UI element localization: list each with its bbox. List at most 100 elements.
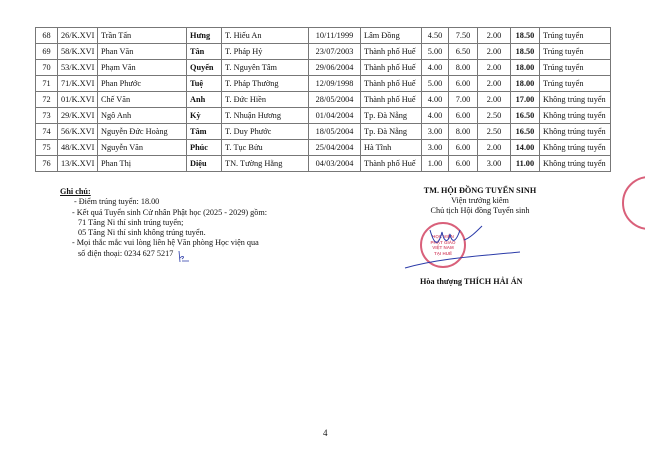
- table-cell: 76: [35, 155, 58, 172]
- table-row: 71 71/K.XVI Phan Phước Tuệ T. Pháp Thường 12/…: [35, 75, 611, 92]
- page-number: 4: [323, 428, 328, 438]
- table-cell: 48/K.XVI: [57, 139, 98, 156]
- table-cell: 04/03/2004: [308, 155, 361, 172]
- table-cell: 2.50: [477, 107, 511, 124]
- table-cell: 71: [35, 75, 58, 92]
- table-cell: Thành phố Huế: [360, 59, 422, 76]
- table-cell: Kỳ: [186, 107, 222, 124]
- table-cell: 6.00: [448, 139, 478, 156]
- table-cell: 56/K.XVI: [57, 123, 98, 140]
- table-cell: Phan Phước: [97, 75, 187, 92]
- table-row: 73 29/K.XVI Ngô Anh Kỳ T. Nhuận Hương 01/04/2…: [35, 107, 611, 124]
- table-cell: Trúng tuyển: [539, 43, 611, 60]
- table-cell: Chế Văn: [97, 91, 187, 108]
- table-cell: Không trúng tuyển: [539, 107, 611, 124]
- table-cell: Trần Tấn: [97, 27, 187, 44]
- table-cell: 74: [35, 123, 58, 140]
- table-cell: 8.00: [448, 123, 478, 140]
- table-cell: 4.00: [421, 91, 449, 108]
- notes: Ghi chú: - Điểm trúng tuyển: 18.00 - Kết…: [60, 187, 267, 259]
- table-row: 69 58/K.XVI Phan Văn Tân T. Pháp Hỷ 23/07/200…: [35, 43, 611, 60]
- table-cell: 18.00: [510, 75, 540, 92]
- table-cell: Thành phố Huế: [360, 155, 422, 172]
- table-cell: 3.00: [421, 123, 449, 140]
- table-cell: 68: [35, 27, 58, 44]
- table-cell: 53/K.XVI: [57, 59, 98, 76]
- signer-name: Hòa thượng THÍCH HẢI ÁN: [420, 277, 523, 286]
- table-cell: T. Pháp Hỷ: [221, 43, 309, 60]
- table-cell: 2.50: [477, 123, 511, 140]
- table-cell: 3.00: [477, 155, 511, 172]
- table-cell: T. Nhuận Hương: [221, 107, 309, 124]
- results-table: 68 26/K.XVI Trần Tấn Hưng T. Hiếu An 10/11/19…: [35, 27, 611, 172]
- table-cell: Tp. Đà Nẵng: [360, 123, 422, 140]
- table-cell: 13/K.XVI: [57, 155, 98, 172]
- table-cell: 4.00: [421, 59, 449, 76]
- table-cell: 18/05/2004: [308, 123, 361, 140]
- table-cell: 6.00: [448, 75, 478, 92]
- table-cell: Phan Văn: [97, 43, 187, 60]
- table-cell: 6.50: [448, 43, 478, 60]
- table-cell: 70: [35, 59, 58, 76]
- note-line: 05 Tăng Ni thí sinh không trúng tuyển.: [78, 228, 206, 238]
- table-cell: TN. Tường Hằng: [221, 155, 309, 172]
- role-line: Chủ tịch Hội đồng Tuyển sinh: [430, 206, 530, 215]
- table-cell: T. Nguyên Tâm: [221, 59, 309, 76]
- table-cell: 16.50: [510, 107, 540, 124]
- table-row: 72 01/K.XVI Chế Văn Anh T. Đức Hiền 28/05/200…: [35, 91, 611, 108]
- table-cell: 18.50: [510, 43, 540, 60]
- edge-stamp: [622, 176, 645, 230]
- table-cell: T. Tục Bửu: [221, 139, 309, 156]
- table-cell: 16.50: [510, 123, 540, 140]
- table-row: 74 56/K.XVI Nguyễn Đức Hoàng Tâm T. Duy Phướ…: [35, 123, 611, 140]
- role-line: Viện trưởng kiêm: [451, 196, 509, 205]
- signature-block: TM. HỘI ĐỒNG TUYỂN SINH Viện trưởng kiêm…: [400, 186, 560, 216]
- table-cell: 28/05/2004: [308, 91, 361, 108]
- table-cell: Lâm Đồng: [360, 27, 422, 44]
- table-cell: Không trúng tuyển: [539, 123, 611, 140]
- table-cell: 29/06/2004: [308, 59, 361, 76]
- table-cell: 8.00: [448, 59, 478, 76]
- table-cell: Phan Thị: [97, 155, 187, 172]
- table-cell: T. Pháp Thường: [221, 75, 309, 92]
- table-cell: 11.00: [510, 155, 540, 172]
- table-cell: 5.00: [421, 43, 449, 60]
- table-cell: 4.00: [421, 107, 449, 124]
- table-cell: Trúng tuyển: [539, 75, 611, 92]
- table-cell: 12/09/1998: [308, 75, 361, 92]
- table-cell: 7.00: [448, 91, 478, 108]
- table-row: 68 26/K.XVI Trần Tấn Hưng T. Hiếu An 10/11/19…: [35, 27, 611, 44]
- table-cell: 1.00: [421, 155, 449, 172]
- table-cell: 2.00: [477, 59, 511, 76]
- table-cell: 01/04/2004: [308, 107, 361, 124]
- table-cell: Thành phố Huế: [360, 91, 422, 108]
- initials-mark: [178, 250, 189, 263]
- table-cell: 01/K.XVI: [57, 91, 98, 108]
- table-cell: 4.50: [421, 27, 449, 44]
- table-cell: 71/K.XVI: [57, 75, 98, 92]
- table-cell: 6.00: [448, 155, 478, 172]
- table-cell: 5.00: [421, 75, 449, 92]
- table-row: 75 48/K.XVI Nguyễn Văn Phúc T. Tục Bửu 25/04/…: [35, 139, 611, 156]
- table-cell: Phạm Văn: [97, 59, 187, 76]
- table-cell: 2.00: [477, 75, 511, 92]
- table-cell: 10/11/1999: [308, 27, 361, 44]
- table-cell: Diệu: [186, 155, 222, 172]
- table-cell: 2.00: [477, 91, 511, 108]
- table-cell: Hưng: [186, 27, 222, 44]
- table-cell: T. Hiếu An: [221, 27, 309, 44]
- table-cell: Thành phố Huế: [360, 75, 422, 92]
- council-title: TM. HỘI ĐỒNG TUYỂN SINH: [423, 186, 537, 195]
- table-cell: Ngô Anh: [97, 107, 187, 124]
- table-cell: 29/K.XVI: [57, 107, 98, 124]
- table-cell: Tâm: [186, 123, 222, 140]
- table-cell: Hà Tĩnh: [360, 139, 422, 156]
- table-cell: 6.00: [448, 107, 478, 124]
- table-cell: 73: [35, 107, 58, 124]
- table-cell: 58/K.XVI: [57, 43, 98, 60]
- table-cell: 26/K.XVI: [57, 27, 98, 44]
- table-cell: 3.00: [421, 139, 449, 156]
- table-cell: Quyến: [186, 59, 222, 76]
- table-cell: Anh: [186, 91, 222, 108]
- table-cell: T. Đức Hiền: [221, 91, 309, 108]
